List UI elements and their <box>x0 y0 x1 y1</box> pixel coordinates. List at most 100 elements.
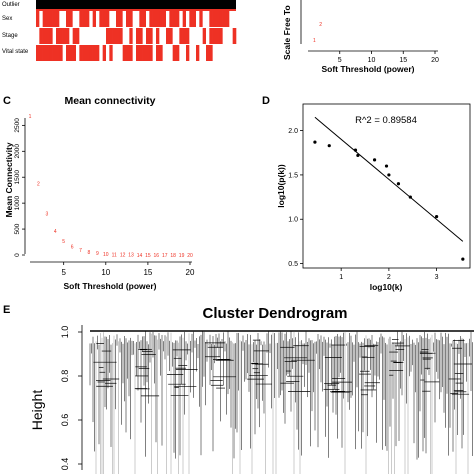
heatmap-cell <box>192 45 197 61</box>
heatmap-cell <box>62 28 67 44</box>
scale-free-x-tick-label: 20 <box>431 57 439 64</box>
fit-line <box>314 116 464 242</box>
panel-d-point <box>327 144 331 148</box>
heatmap-cell <box>36 11 40 27</box>
heatmap-cell <box>132 45 137 61</box>
panel-e-y-tick-label: 0.6 <box>60 414 70 427</box>
heatmap-cell <box>82 45 87 61</box>
scale-free-x-tick-label: 10 <box>368 57 376 64</box>
heatmap-cell <box>189 11 193 27</box>
heatmap-row-label: Stage <box>2 33 18 39</box>
heatmap-cell <box>59 28 63 44</box>
panel-c-point: 7 <box>79 248 82 254</box>
heatmap-cell <box>139 11 143 27</box>
heatmap-cell <box>129 28 133 44</box>
heatmap-cell <box>172 11 177 27</box>
heatmap-cell <box>166 45 170 61</box>
heatmap-cell <box>189 28 193 44</box>
heatmap-cell <box>186 28 190 44</box>
scale-free-point: 2 <box>319 22 322 28</box>
heatmap-cell <box>59 11 63 27</box>
heatmap-cell <box>199 45 203 61</box>
heatmap-cell <box>56 11 60 27</box>
heatmap-cell <box>99 45 103 61</box>
panel-c-point: 12 <box>120 253 126 259</box>
heatmap-cell <box>149 45 153 61</box>
heatmap-cell <box>209 11 213 27</box>
heatmap-cell <box>92 11 97 27</box>
heatmap-cell <box>229 45 233 61</box>
heatmap-cell <box>72 11 77 27</box>
heatmap-cell <box>146 28 150 44</box>
heatmap-cell <box>229 11 233 27</box>
heatmap-cell <box>49 45 53 61</box>
heatmap-cell <box>102 28 107 44</box>
heatmap-cell <box>166 28 170 44</box>
heatmap-panel: Outlier Sex Stage Vital state <box>2 0 237 61</box>
heatmap-cell <box>36 28 40 44</box>
panel-d-point <box>356 153 360 158</box>
heatmap-cell <box>116 45 120 61</box>
panel-c-y-tick-label: 2000 <box>14 144 21 159</box>
scale-free-xlabel: Soft Threshold (power) <box>321 64 414 74</box>
heatmap-cell <box>202 28 207 44</box>
heatmap-cell <box>156 28 160 44</box>
heatmap-cell <box>106 28 110 44</box>
panel-c-point: 20 <box>187 253 193 259</box>
heatmap-cell <box>82 11 87 27</box>
scale-free-point: 1 <box>313 38 316 44</box>
heatmap-cell <box>169 11 173 27</box>
heatmap-cell <box>146 45 150 61</box>
heatmap-row-label: Vital state <box>2 49 29 55</box>
heatmap-cell <box>92 45 97 61</box>
heatmap-cell <box>36 9 236 11</box>
heatmap-cell <box>112 11 117 27</box>
panel-c-point: 14 <box>137 253 143 259</box>
panel-d-x-tick-label: 3 <box>435 274 439 281</box>
panel-d-y-tick-label: 0.5 <box>288 261 298 268</box>
panel-c-x-tick-label: 15 <box>143 268 152 277</box>
heatmap-cell <box>232 28 237 44</box>
heatmap-cell <box>142 28 147 44</box>
panel-c-point: 19 <box>179 253 185 259</box>
panel-c-point: 1 <box>29 114 32 120</box>
heatmap-cell <box>139 28 143 44</box>
heatmap-cell <box>219 28 223 44</box>
heatmap-cell <box>76 11 80 27</box>
heatmap-cell <box>176 28 180 44</box>
heatmap-cell <box>92 28 97 44</box>
heatmap-cell <box>89 45 93 61</box>
heatmap-row-label: Sex <box>2 16 12 22</box>
panel-c-y-tick-label: 1000 <box>14 196 21 211</box>
heatmap-cell <box>192 11 197 27</box>
panel-c-point: 18 <box>170 253 176 259</box>
heatmap-cell <box>132 28 137 44</box>
heatmap-cell <box>122 28 127 44</box>
panel-d-point <box>353 148 358 152</box>
heatmap-cell <box>42 11 47 27</box>
heatmap-cell <box>226 11 230 27</box>
heatmap-cell <box>52 11 57 27</box>
heatmap-cell <box>186 45 190 61</box>
heatmap-cell <box>119 45 123 61</box>
heatmap-cell <box>99 28 103 44</box>
heatmap-cell <box>109 28 113 44</box>
heatmap-cell <box>76 28 80 44</box>
panel-c-letter: C <box>3 95 11 107</box>
heatmap-cell <box>72 45 77 61</box>
heatmap-cell <box>162 45 167 61</box>
panel-c-point: 16 <box>154 253 160 259</box>
panel-d-xlabel: log10(k) <box>370 282 403 292</box>
panel-d-point <box>396 182 401 186</box>
heatmap-cell <box>59 45 63 61</box>
heatmap-cell <box>79 45 83 61</box>
heatmap-cell <box>79 11 83 27</box>
scale-free-x-tick-label: 15 <box>399 57 407 64</box>
heatmap-cell <box>39 28 43 44</box>
heatmap-cell <box>232 11 237 27</box>
heatmap-cell <box>206 28 210 44</box>
heatmap-cell <box>46 11 50 27</box>
panel-c-title: Mean connectivity <box>64 95 155 107</box>
panel-c-point: 8 <box>88 250 91 256</box>
panel-d-x-tick-label: 2 <box>387 274 391 281</box>
